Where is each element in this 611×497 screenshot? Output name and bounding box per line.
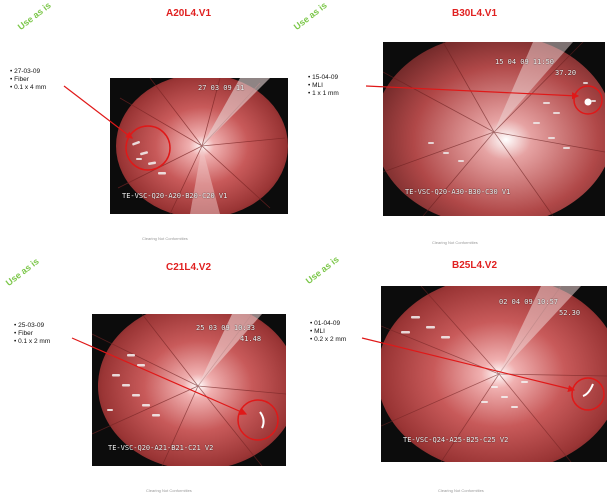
caption: Clearing Not Conformities	[432, 240, 478, 245]
osd-label: TE-VSC-Q20-A21-B21-C21 V2	[108, 444, 214, 452]
osd-timestamp: 25 03 09 10:33	[196, 324, 256, 332]
note-type: Fiber	[10, 76, 46, 84]
caption: Clearing Not Conformities	[142, 236, 188, 241]
use-as-is-stamp: Use as is	[303, 254, 341, 286]
note-type: Fiber	[14, 330, 50, 338]
panel-title: B30L4.V1	[452, 8, 498, 19]
osd-timestamp: 15 04 09 11:50	[495, 58, 555, 66]
osd-subtime: 41.48	[240, 335, 262, 343]
defect-notes: 27-03-09 Fiber 0.1 x 4 mm	[10, 68, 46, 92]
borescope-image: 02 04 09 10:57 52.30 TE-VSC-Q24-A25-B25-…	[381, 286, 607, 462]
note-date: 27-03-09	[10, 68, 46, 76]
note-size: 0.1 x 2 mm	[14, 338, 50, 346]
osd-label: TE-VSC-Q20-A20-B20-C20 V1	[122, 192, 228, 200]
defect-notes: 25-03-09 Fiber 0.1 x 2 mm	[14, 322, 50, 346]
osd-subtime: 37.20	[555, 69, 577, 77]
caption: Clearing Not Conformities	[146, 488, 192, 493]
note-date: 01-04-09	[310, 320, 346, 328]
note-type: MLI	[308, 82, 339, 90]
osd-subtime: 52.30	[559, 309, 581, 317]
osd-label: TE-VSC-Q24-A25-B25-C25 V2	[403, 436, 509, 444]
use-as-is-stamp: Use as is	[291, 0, 329, 33]
defect-notes: 15-04-09 MLI 1 x 1 mm	[308, 74, 339, 98]
caption: Clearing Not Conformities	[438, 488, 484, 493]
borescope-image: 25 03 09 10:33 41.48 TE-VSC-Q20-A21-B21-…	[92, 314, 286, 466]
note-type: MLI	[310, 328, 346, 336]
note-size: 0.2 x 2 mm	[310, 336, 346, 344]
borescope-image: 27 03 09 11 TE-VSC-Q20-A20-B20-C20 V1	[110, 78, 288, 214]
note-date: 15-04-09	[308, 74, 339, 82]
panel-title: C21L4.V2	[166, 262, 212, 273]
use-as-is-stamp: Use as is	[15, 0, 53, 33]
osd-label: TE-VSC-Q20-A30-B30-C30 V1	[405, 188, 511, 196]
osd-timestamp: 27 03 09 11	[198, 84, 245, 92]
defect-notes: 01-04-09 MLI 0.2 x 2 mm	[310, 320, 346, 344]
osd-timestamp: 02 04 09 10:57	[499, 298, 559, 306]
note-size: 0.1 x 4 mm	[10, 84, 46, 92]
borescope-image: 15 04 09 11:50 37.20 TE-VSC-Q20-A30-B30-…	[383, 42, 605, 216]
panel-title: B25L4.V2	[452, 260, 498, 271]
note-size: 1 x 1 mm	[308, 90, 339, 98]
use-as-is-stamp: Use as is	[3, 256, 41, 288]
note-date: 25-03-09	[14, 322, 50, 330]
panel-title: A20L4.V1	[166, 8, 212, 19]
